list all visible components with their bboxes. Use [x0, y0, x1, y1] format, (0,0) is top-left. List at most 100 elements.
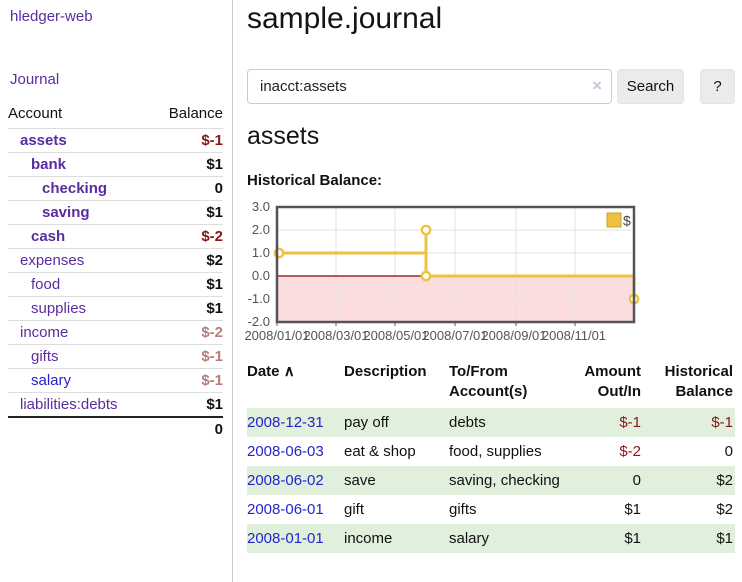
transaction-description: pay off — [344, 414, 389, 431]
x-tick-label: 2008/11/01 — [541, 328, 607, 343]
app-title-link[interactable]: hledger-web — [10, 8, 93, 25]
transaction-balance: $-1 — [711, 414, 733, 431]
date-header-label: Date — [247, 363, 280, 380]
transaction-accounts: gifts — [449, 501, 477, 518]
page-title: sample.journal — [247, 2, 443, 35]
account-balance: $1 — [151, 392, 223, 417]
chart-legend: $ — [606, 212, 631, 229]
historical-balance-chart: 3.0 2.0 1.0 0.0 -1.0 -2.0 — [240, 200, 700, 348]
account-link-expenses[interactable]: expenses — [20, 252, 85, 269]
account-link-supplies[interactable]: supplies — [31, 300, 87, 317]
account-balance: $2 — [151, 248, 223, 273]
transaction-description: gift — [344, 501, 365, 518]
legend-swatch — [606, 212, 622, 228]
clear-search-icon[interactable]: × — [592, 76, 602, 95]
search-input[interactable] — [247, 69, 612, 104]
transaction-balance: 0 — [724, 443, 733, 460]
account-balance: 0 — [151, 176, 223, 201]
x-tick-label: 2008/01/01 — [244, 328, 310, 343]
accounts-total-value: 0 — [151, 416, 223, 441]
register-header-balance: Historical Balance — [643, 360, 735, 408]
register-row: 2008-01-01 income salary $1 $1 — [247, 524, 735, 553]
historical-balance-label: Historical Balance: — [247, 172, 383, 189]
account-row-salary: salary $-1 — [8, 368, 223, 393]
transaction-description: eat & shop — [344, 443, 416, 460]
account-row-income: income $-2 — [8, 320, 223, 345]
transaction-accounts: saving, checking — [449, 472, 560, 489]
account-row-liabilities-debts: liabilities:debts $1 — [8, 392, 223, 417]
account-balance: $1 — [151, 296, 223, 321]
transaction-accounts: food, supplies — [449, 443, 542, 460]
x-tick-label: 2008/05/01 — [363, 328, 429, 343]
account-balance: $1 — [151, 272, 223, 297]
account-link-food[interactable]: food — [31, 276, 61, 293]
accounts-header-line2: Account(s) — [449, 383, 528, 400]
account-link-saving[interactable]: saving — [42, 204, 90, 221]
transaction-date-link[interactable]: 2008-12-31 — [247, 414, 324, 431]
transaction-date-link[interactable]: 2008-06-01 — [247, 501, 324, 518]
account-balance: $-2 — [151, 224, 223, 249]
account-link-gifts[interactable]: gifts — [31, 348, 59, 365]
accounts-header-balance: Balance — [168, 105, 223, 122]
sidebar: hledger-web Journal Account Balance asse… — [0, 0, 233, 582]
account-row-checking: checking 0 — [8, 176, 223, 201]
main-content: sample.journal × Search ? assets Histori… — [244, 0, 742, 582]
account-balance: $1 — [151, 200, 223, 225]
search-button[interactable]: Search — [617, 69, 684, 104]
y-tick-label: 1.0 — [251, 245, 270, 260]
x-tick-label: 2008/03/01 — [303, 328, 369, 343]
transaction-description: save — [344, 472, 376, 489]
help-button[interactable]: ? — [700, 69, 735, 104]
register-header-date[interactable]: Date ∧ — [247, 360, 344, 408]
balance-header-line1: Historical — [664, 363, 733, 380]
account-row-gifts: gifts $-1 — [8, 344, 223, 369]
transaction-description: income — [344, 530, 393, 547]
register-header-accounts: To/From Account(s) — [449, 360, 574, 408]
register-header-description: Description — [344, 363, 427, 380]
accounts-header-account: Account — [8, 105, 63, 122]
transaction-amount: $-1 — [619, 414, 641, 431]
amount-header-line2: Out/In — [597, 383, 641, 400]
search-form: × Search ? — [247, 69, 735, 104]
accounts-total-row: 0 — [8, 416, 223, 441]
transaction-date-link[interactable]: 2008-01-01 — [247, 530, 324, 547]
y-tick-label: -2.0 — [247, 314, 270, 329]
legend-label: $ — [623, 213, 631, 229]
account-row-cash: cash $-2 — [8, 224, 223, 249]
sidebar-item-journal[interactable]: Journal — [10, 71, 60, 88]
account-link-assets[interactable]: assets — [20, 132, 67, 149]
transaction-balance: $2 — [716, 501, 733, 518]
register-table: Date ∧ Description To/From Account(s) Am… — [247, 360, 735, 553]
account-row-expenses: expenses $2 — [8, 248, 223, 273]
account-link-bank[interactable]: bank — [31, 156, 67, 173]
search-field-wrap: × — [247, 69, 612, 104]
account-row-supplies: supplies $1 — [8, 296, 223, 321]
account-link-checking[interactable]: checking — [42, 180, 108, 197]
account-row-food: food $1 — [8, 272, 223, 297]
transaction-date-link[interactable]: 2008-06-03 — [247, 443, 324, 460]
register-row: 2008-06-01 gift gifts $1 $2 — [247, 495, 735, 524]
y-tick-label: 2.0 — [251, 222, 270, 237]
account-link-income[interactable]: income — [20, 324, 69, 341]
accounts-header-row: Account Balance — [8, 102, 223, 129]
account-balance: $1 — [151, 152, 223, 177]
register-row: 2008-06-02 save saving, checking 0 $2 — [247, 466, 735, 495]
register-header-row: Date ∧ Description To/From Account(s) Am… — [247, 360, 735, 408]
account-link-liabilities-debts[interactable]: liabilities:debts — [20, 396, 118, 413]
account-link-salary[interactable]: salary — [31, 372, 72, 389]
sort-ascending-icon: ∧ — [283, 363, 295, 380]
account-row-saving: saving $1 — [8, 200, 223, 225]
account-row-bank: bank $1 — [8, 152, 223, 177]
account-row-assets: assets $-1 — [8, 128, 223, 153]
transaction-date-link[interactable]: 2008-06-02 — [247, 472, 324, 489]
register-row: 2008-12-31 pay off debts $-1 $-1 — [247, 408, 735, 437]
transaction-amount: $1 — [624, 530, 641, 547]
account-link-cash[interactable]: cash — [31, 228, 66, 245]
transaction-accounts: debts — [449, 414, 486, 431]
x-tick-label: 2008/07/01 — [422, 328, 488, 343]
transaction-accounts: salary — [449, 530, 490, 547]
transaction-balance: $1 — [716, 530, 733, 547]
transaction-amount: $-2 — [619, 443, 641, 460]
balance-header-line2: Balance — [675, 383, 733, 400]
accounts-table: Account Balance assets $-1 bank $1 check… — [8, 102, 223, 441]
